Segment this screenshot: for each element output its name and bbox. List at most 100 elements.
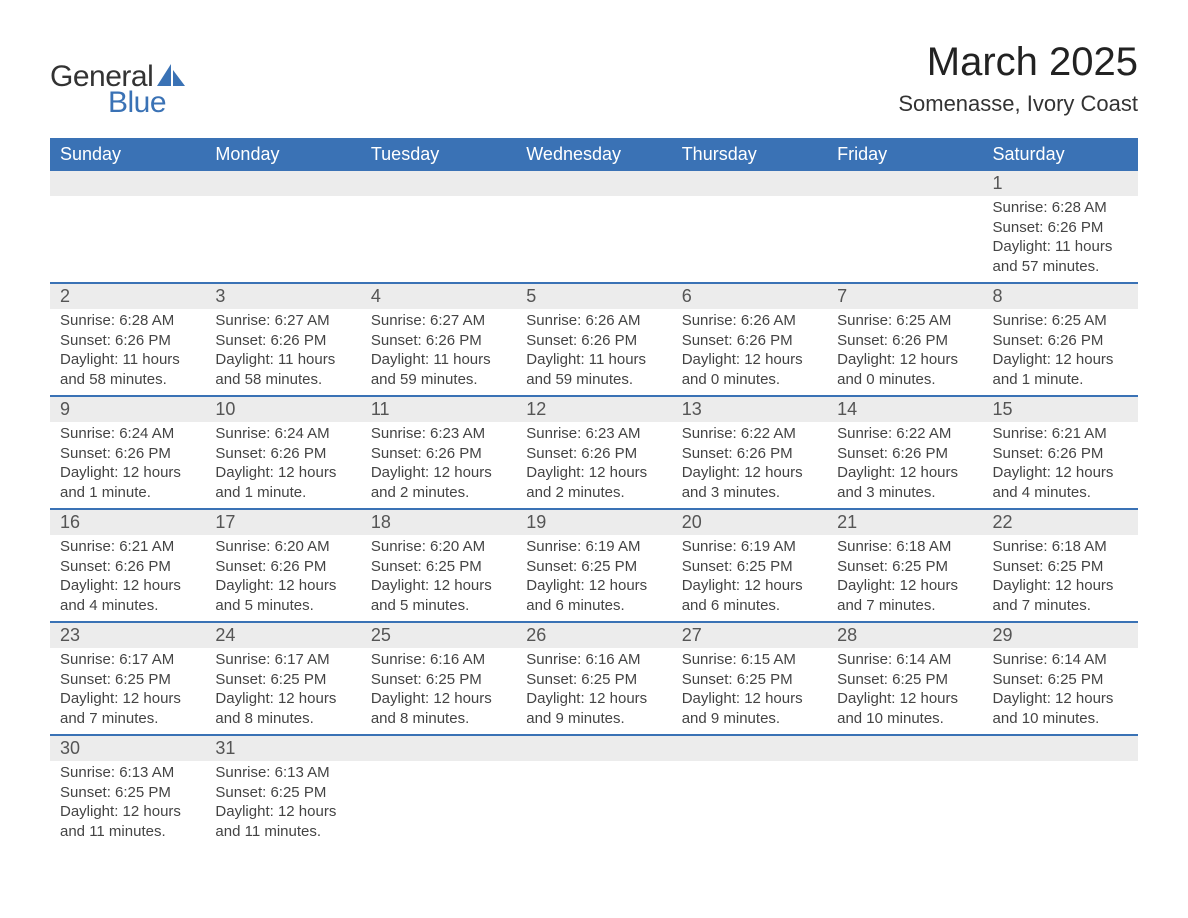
empty-cell	[827, 171, 982, 196]
day-details: Sunrise: 6:17 AMSunset: 6:25 PMDaylight:…	[50, 648, 205, 734]
empty-cell	[672, 196, 827, 283]
daylight-text: Daylight: 12 hours and 10 minutes.	[837, 689, 972, 728]
day-number: 26	[516, 623, 671, 648]
day-body-cell: Sunrise: 6:13 AMSunset: 6:25 PMDaylight:…	[205, 761, 360, 847]
week-body-row: Sunrise: 6:17 AMSunset: 6:25 PMDaylight:…	[50, 648, 1138, 735]
day-number	[672, 171, 827, 175]
week-daynum-row: 3031	[50, 735, 1138, 761]
day-number	[672, 736, 827, 740]
day-number: 24	[205, 623, 360, 648]
empty-cell	[516, 761, 671, 847]
day-details: Sunrise: 6:28 AMSunset: 6:26 PMDaylight:…	[50, 309, 205, 395]
daylight-text: Daylight: 11 hours and 59 minutes.	[371, 350, 506, 389]
week-daynum-row: 16171819202122	[50, 509, 1138, 535]
empty-cell	[50, 171, 205, 196]
day-details: Sunrise: 6:28 AMSunset: 6:26 PMDaylight:…	[983, 196, 1138, 282]
day-number: 18	[361, 510, 516, 535]
empty-cell	[516, 196, 671, 283]
sunrise-text: Sunrise: 6:22 AM	[837, 424, 972, 444]
daylight-text: Daylight: 12 hours and 5 minutes.	[371, 576, 506, 615]
week-daynum-row: 23242526272829	[50, 622, 1138, 648]
day-body-cell: Sunrise: 6:24 AMSunset: 6:26 PMDaylight:…	[50, 422, 205, 509]
day-body-cell: Sunrise: 6:21 AMSunset: 6:26 PMDaylight:…	[983, 422, 1138, 509]
day-header: Saturday	[983, 138, 1138, 171]
sunset-text: Sunset: 6:26 PM	[526, 331, 661, 351]
sunrise-text: Sunrise: 6:21 AM	[60, 537, 195, 557]
day-details: Sunrise: 6:14 AMSunset: 6:25 PMDaylight:…	[827, 648, 982, 734]
sunset-text: Sunset: 6:25 PM	[371, 557, 506, 577]
daylight-text: Daylight: 12 hours and 6 minutes.	[526, 576, 661, 615]
sunset-text: Sunset: 6:25 PM	[215, 783, 350, 803]
sunrise-text: Sunrise: 6:16 AM	[526, 650, 661, 670]
sunset-text: Sunset: 6:26 PM	[60, 331, 195, 351]
day-number-cell: 4	[361, 283, 516, 309]
day-body-cell: Sunrise: 6:26 AMSunset: 6:26 PMDaylight:…	[672, 309, 827, 396]
day-number: 14	[827, 397, 982, 422]
day-body-cell: Sunrise: 6:17 AMSunset: 6:25 PMDaylight:…	[50, 648, 205, 735]
daylight-text: Daylight: 12 hours and 0 minutes.	[837, 350, 972, 389]
day-details: Sunrise: 6:13 AMSunset: 6:25 PMDaylight:…	[205, 761, 360, 847]
day-details: Sunrise: 6:17 AMSunset: 6:25 PMDaylight:…	[205, 648, 360, 734]
day-body-cell: Sunrise: 6:20 AMSunset: 6:25 PMDaylight:…	[361, 535, 516, 622]
day-header: Monday	[205, 138, 360, 171]
sunrise-text: Sunrise: 6:28 AM	[993, 198, 1128, 218]
empty-cell	[361, 171, 516, 196]
day-body-cell: Sunrise: 6:19 AMSunset: 6:25 PMDaylight:…	[516, 535, 671, 622]
empty-cell	[827, 196, 982, 283]
daylight-text: Daylight: 12 hours and 7 minutes.	[60, 689, 195, 728]
empty-cell	[516, 171, 671, 196]
sunrise-text: Sunrise: 6:14 AM	[837, 650, 972, 670]
sunrise-text: Sunrise: 6:27 AM	[215, 311, 350, 331]
sunrise-text: Sunrise: 6:28 AM	[60, 311, 195, 331]
day-number	[827, 736, 982, 740]
day-details	[50, 196, 205, 204]
empty-cell	[672, 735, 827, 761]
day-details: Sunrise: 6:16 AMSunset: 6:25 PMDaylight:…	[361, 648, 516, 734]
empty-cell	[516, 735, 671, 761]
day-header: Thursday	[672, 138, 827, 171]
day-details: Sunrise: 6:21 AMSunset: 6:26 PMDaylight:…	[983, 422, 1138, 508]
day-details: Sunrise: 6:27 AMSunset: 6:26 PMDaylight:…	[361, 309, 516, 395]
sunset-text: Sunset: 6:26 PM	[371, 331, 506, 351]
day-number	[205, 171, 360, 175]
day-number	[516, 171, 671, 175]
day-number: 27	[672, 623, 827, 648]
sunrise-text: Sunrise: 6:21 AM	[993, 424, 1128, 444]
sunset-text: Sunset: 6:25 PM	[526, 670, 661, 690]
sunset-text: Sunset: 6:26 PM	[837, 444, 972, 464]
day-number: 23	[50, 623, 205, 648]
day-number: 19	[516, 510, 671, 535]
sunset-text: Sunset: 6:26 PM	[993, 331, 1128, 351]
day-number-cell: 25	[361, 622, 516, 648]
daylight-text: Daylight: 12 hours and 1 minute.	[215, 463, 350, 502]
day-number-cell: 23	[50, 622, 205, 648]
day-body-cell: Sunrise: 6:18 AMSunset: 6:25 PMDaylight:…	[827, 535, 982, 622]
day-body-cell: Sunrise: 6:27 AMSunset: 6:26 PMDaylight:…	[205, 309, 360, 396]
day-number-cell: 15	[983, 396, 1138, 422]
sunset-text: Sunset: 6:25 PM	[993, 670, 1128, 690]
day-details: Sunrise: 6:24 AMSunset: 6:26 PMDaylight:…	[205, 422, 360, 508]
daylight-text: Daylight: 11 hours and 59 minutes.	[526, 350, 661, 389]
day-details	[672, 761, 827, 769]
location-label: Somenasse, Ivory Coast	[898, 91, 1138, 117]
day-number: 1	[983, 171, 1138, 196]
day-number: 5	[516, 284, 671, 309]
sunrise-text: Sunrise: 6:23 AM	[526, 424, 661, 444]
sunrise-text: Sunrise: 6:15 AM	[682, 650, 817, 670]
sunrise-text: Sunrise: 6:19 AM	[526, 537, 661, 557]
empty-cell	[983, 761, 1138, 847]
sunrise-text: Sunrise: 6:19 AM	[682, 537, 817, 557]
sunrise-text: Sunrise: 6:26 AM	[526, 311, 661, 331]
day-details: Sunrise: 6:19 AMSunset: 6:25 PMDaylight:…	[516, 535, 671, 621]
day-number-cell: 26	[516, 622, 671, 648]
day-body-cell: Sunrise: 6:28 AMSunset: 6:26 PMDaylight:…	[983, 196, 1138, 283]
sunrise-text: Sunrise: 6:22 AM	[682, 424, 817, 444]
empty-cell	[361, 761, 516, 847]
day-number: 31	[205, 736, 360, 761]
day-body-cell: Sunrise: 6:26 AMSunset: 6:26 PMDaylight:…	[516, 309, 671, 396]
day-number-cell: 24	[205, 622, 360, 648]
day-body-cell: Sunrise: 6:19 AMSunset: 6:25 PMDaylight:…	[672, 535, 827, 622]
day-body-cell: Sunrise: 6:14 AMSunset: 6:25 PMDaylight:…	[827, 648, 982, 735]
day-number: 9	[50, 397, 205, 422]
daylight-text: Daylight: 12 hours and 8 minutes.	[215, 689, 350, 728]
